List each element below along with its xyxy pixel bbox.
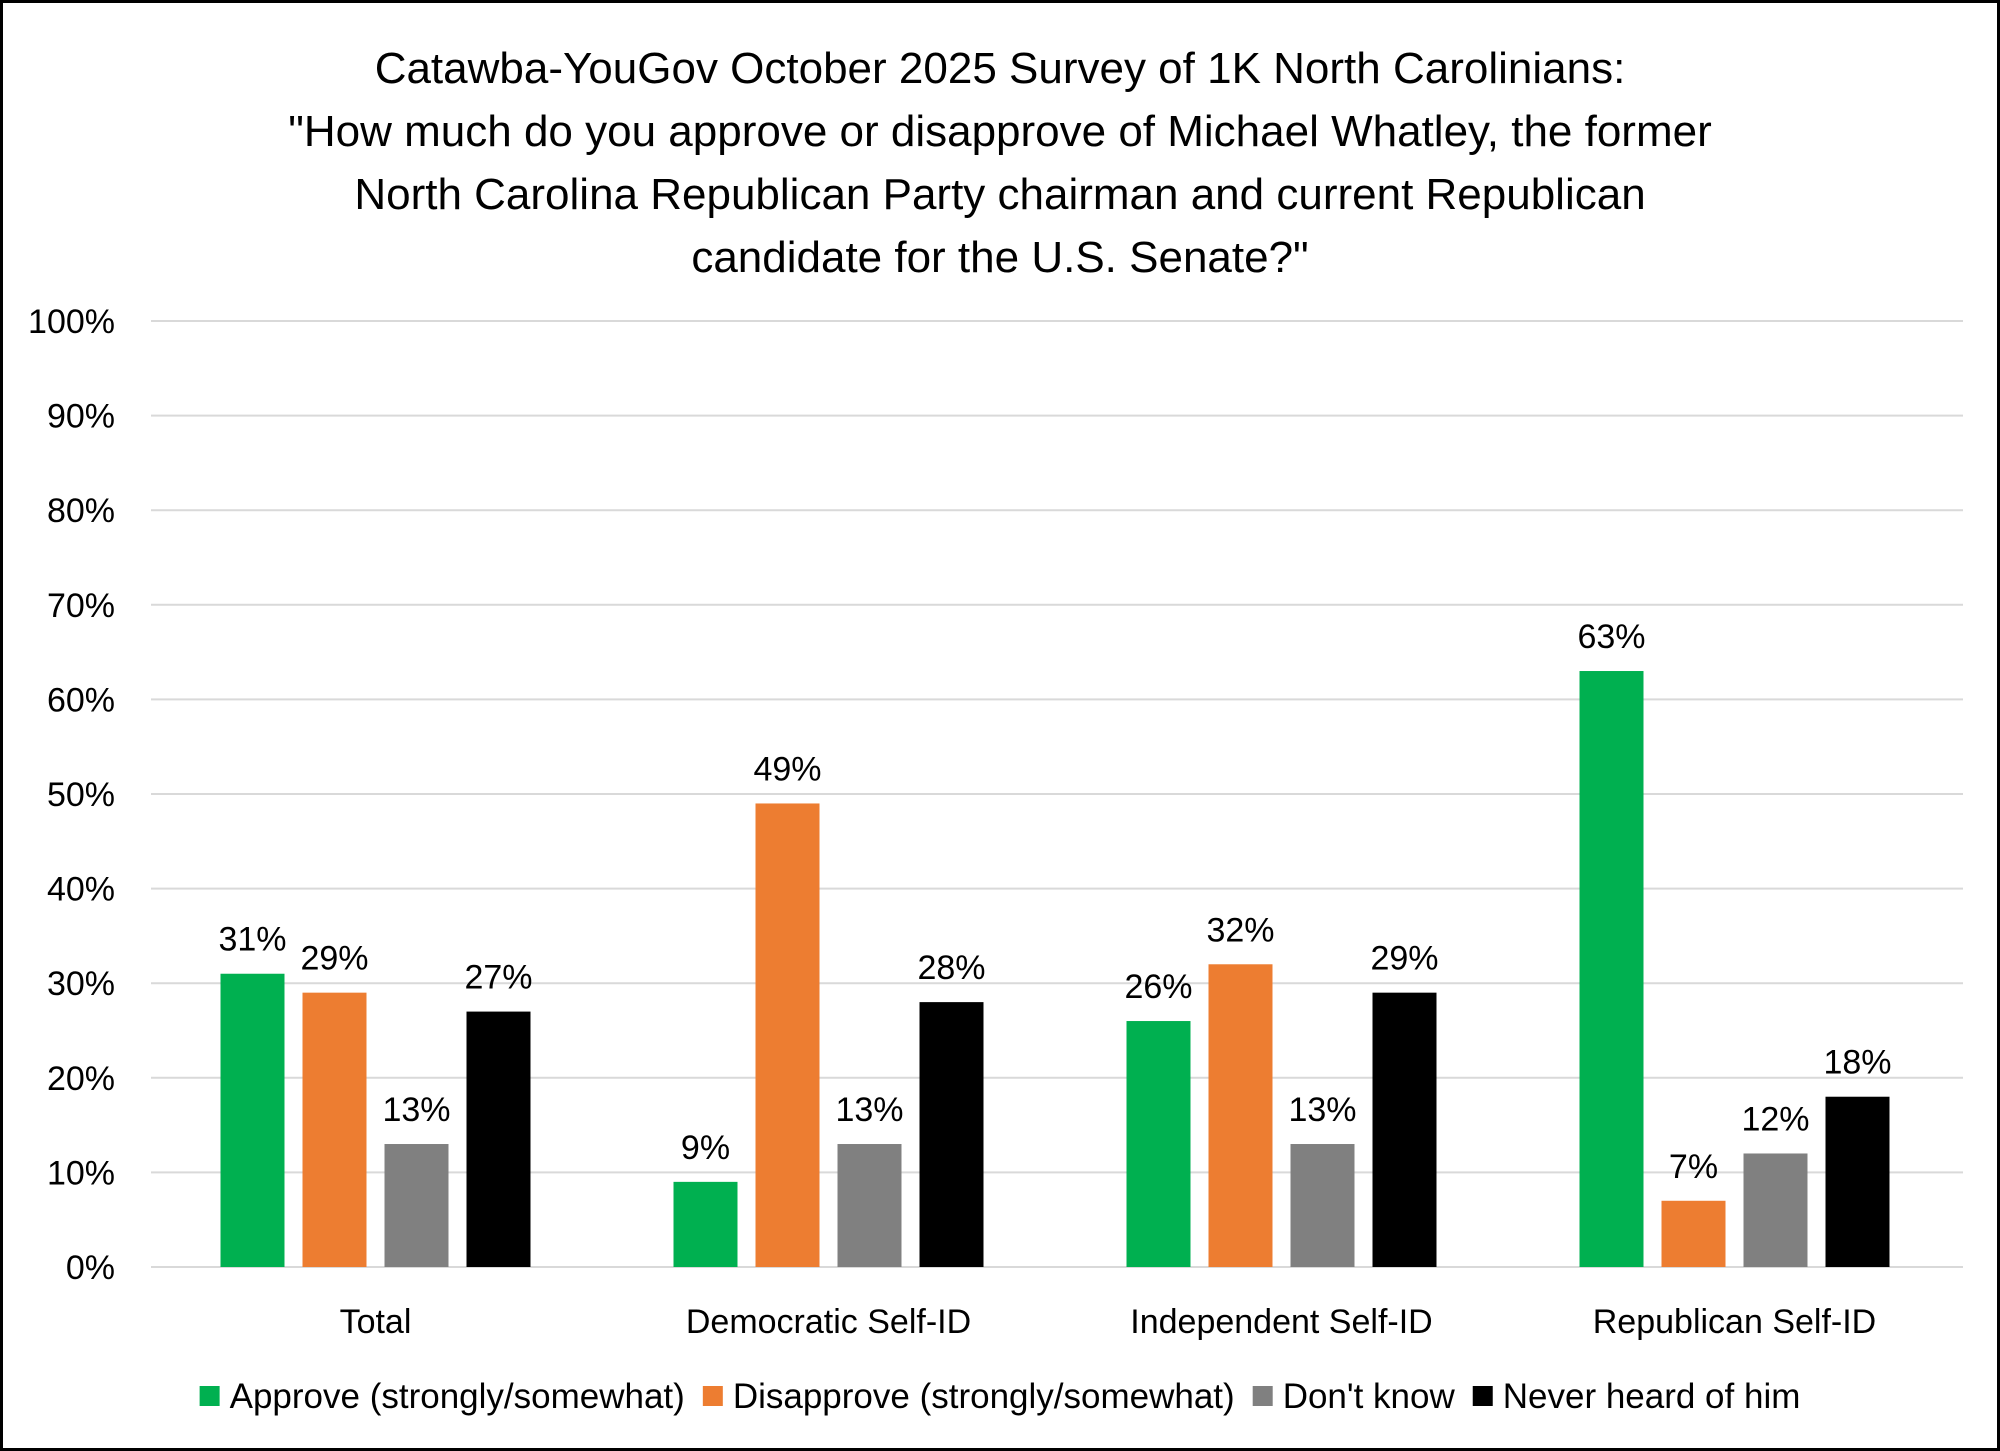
y-tick-label: 60% xyxy=(47,681,115,719)
legend-item: Approve (strongly/somewhat) xyxy=(199,1377,685,1416)
y-tick-label: 90% xyxy=(47,398,115,436)
legend: Approve (strongly/somewhat) Disapprove (s… xyxy=(199,1377,1801,1416)
legend-label: Approve (strongly/somewhat) xyxy=(230,1377,685,1416)
y-tick-label: 30% xyxy=(47,965,115,1003)
data-label: 18% xyxy=(1823,1044,1891,1082)
legend-swatch xyxy=(702,1386,723,1406)
y-tick-label: 50% xyxy=(47,776,115,814)
bar xyxy=(1208,964,1273,1267)
data-label: 7% xyxy=(1669,1148,1718,1186)
bar xyxy=(1579,671,1644,1267)
x-tick-label: Independent Self-ID xyxy=(1130,1303,1432,1341)
chart-title-line-3: North Carolina Republican Party chairman… xyxy=(354,170,1646,219)
bar xyxy=(1743,1153,1808,1267)
legend-swatch xyxy=(1252,1386,1273,1406)
bar xyxy=(837,1144,902,1267)
data-label: 13% xyxy=(1288,1091,1356,1129)
x-axis-ticks: Total Democratic Self-ID Independent Self-… xyxy=(340,1303,1877,1341)
chart-title: Catawba-YouGov October 2025 Survey of 1K… xyxy=(3,37,1997,289)
bar xyxy=(755,803,820,1267)
legend-swatch xyxy=(1472,1386,1493,1406)
y-axis-ticks: 0% 10% 20% 30% 40% 50% 60% 70% 80% 90% 100% xyxy=(28,303,115,1287)
y-tick-label: 70% xyxy=(47,587,115,625)
data-label: 13% xyxy=(382,1091,450,1129)
data-label: 26% xyxy=(1124,968,1192,1006)
data-label: 28% xyxy=(917,949,985,987)
data-label: 9% xyxy=(681,1129,730,1167)
bar xyxy=(919,1002,984,1267)
data-label: 31% xyxy=(218,921,286,959)
legend-label: Disapprove (strongly/somewhat) xyxy=(733,1377,1235,1416)
y-tick-label: 100% xyxy=(28,303,115,341)
bar xyxy=(673,1181,738,1267)
x-tick-label: Republican Self-ID xyxy=(1593,1303,1876,1341)
legend-item: Disapprove (strongly/somewhat) xyxy=(702,1377,1235,1416)
legend-item: Don't know xyxy=(1252,1377,1456,1416)
bar xyxy=(1825,1096,1890,1267)
data-label: 13% xyxy=(835,1091,903,1129)
y-tick-label: 10% xyxy=(47,1154,115,1192)
data-label: 49% xyxy=(753,750,821,788)
chart-title-line-4: candidate for the U.S. Senate?" xyxy=(691,233,1309,282)
bar xyxy=(1290,1144,1355,1267)
bar xyxy=(1372,992,1437,1267)
chart-title-line-1: Catawba-YouGov October 2025 Survey of 1K… xyxy=(374,44,1626,93)
x-tick-label: Democratic Self-ID xyxy=(686,1303,971,1341)
data-label: 63% xyxy=(1577,618,1645,656)
chart-title-line-2: "How much do you approve or disapprove o… xyxy=(288,107,1712,156)
y-tick-label: 20% xyxy=(47,1060,115,1098)
legend-label: Never heard of him xyxy=(1503,1377,1801,1416)
data-labels: 31% 29% 13% 27% 9% 49% 13% 28% 26% 32% 13% 29% 63% 7%… xyxy=(218,618,1891,1186)
bar-chart: 0% 10% 20% 30% 40% 50% 60% 70% 80% 90% 100% 31% 29%… xyxy=(28,303,1963,1416)
bar xyxy=(384,1144,449,1267)
bar xyxy=(220,973,285,1267)
y-tick-label: 80% xyxy=(47,492,115,530)
data-label: 32% xyxy=(1206,911,1274,949)
bars xyxy=(220,671,1890,1267)
bar xyxy=(1661,1200,1726,1267)
data-label: 29% xyxy=(1370,940,1438,978)
y-tick-label: 0% xyxy=(66,1249,115,1287)
data-label: 29% xyxy=(300,940,368,978)
legend-swatch xyxy=(199,1386,220,1406)
data-label: 12% xyxy=(1741,1100,1809,1138)
x-tick-label: Total xyxy=(340,1303,412,1341)
legend-label: Don't know xyxy=(1283,1377,1456,1416)
bar xyxy=(1126,1021,1191,1267)
y-tick-label: 40% xyxy=(47,871,115,909)
gridlines xyxy=(151,320,1963,1268)
data-label: 27% xyxy=(464,959,532,997)
legend-item: Never heard of him xyxy=(1472,1377,1801,1416)
bar xyxy=(302,992,367,1267)
bar xyxy=(466,1011,531,1267)
